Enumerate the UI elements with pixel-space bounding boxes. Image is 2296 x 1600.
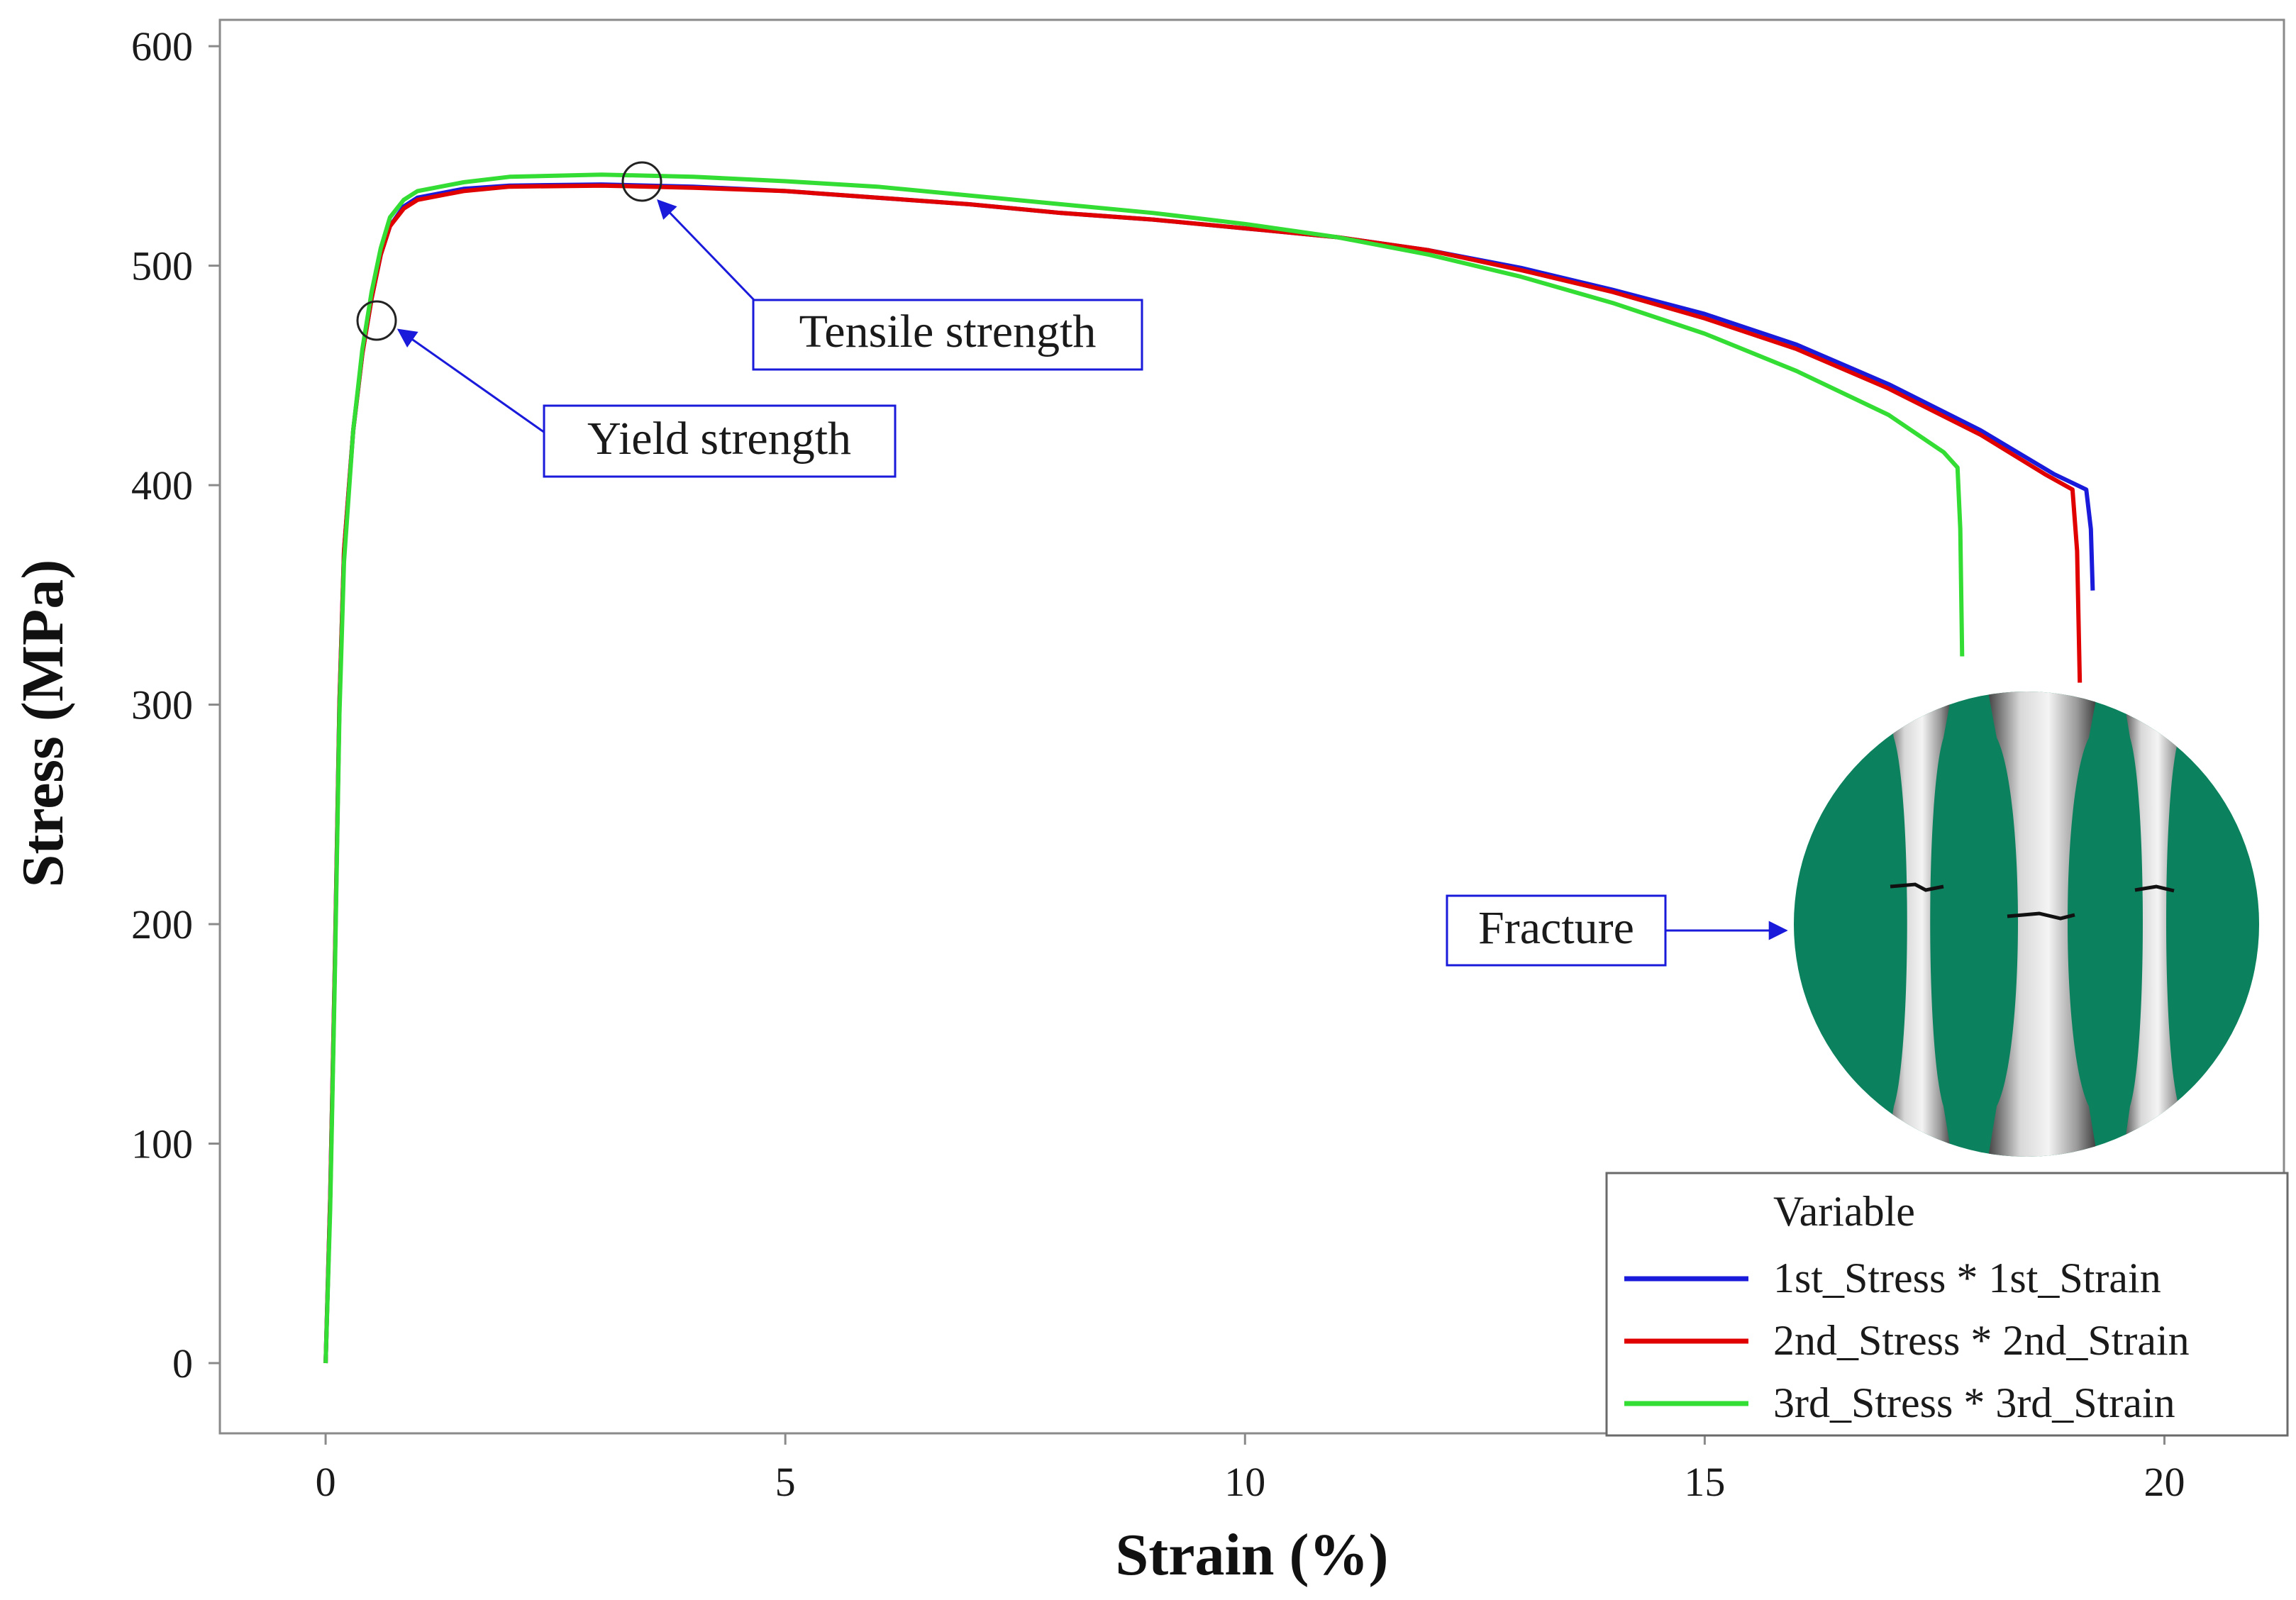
fracture-line-left bbox=[1890, 882, 1944, 892]
x-tick-label: 10 bbox=[1224, 1459, 1265, 1505]
tensile-strength-arrow bbox=[657, 199, 757, 303]
annotation-tensile-strength: Tensile strength bbox=[621, 161, 1143, 371]
legend-entry-3: 3rd_Stress * 3rd_Strain bbox=[1773, 1379, 2175, 1426]
x-tick-label: 20 bbox=[2144, 1459, 2185, 1505]
fracture-photo bbox=[1794, 691, 2259, 1157]
legend-entry-1: 1st_Stress * 1st_Strain bbox=[1773, 1255, 2161, 1301]
legend-box bbox=[1605, 1172, 2289, 1437]
legend-entry-2: 2nd_Stress * 2nd_Strain bbox=[1773, 1317, 2190, 1364]
plot-frame bbox=[218, 18, 2285, 1435]
y-tick-label: 300 bbox=[131, 682, 193, 728]
tensile-strength-marker bbox=[621, 161, 662, 202]
x-axis-ticks: 0 5 10 15 20 bbox=[316, 1433, 2185, 1505]
x-tick-label: 5 bbox=[775, 1459, 796, 1505]
legend: Variable 1st_Stress * 1st_Strain 2nd_Str… bbox=[1605, 1172, 2289, 1437]
yield-strength-label: Yield strength bbox=[587, 413, 851, 465]
yield-strength-label-box bbox=[543, 404, 897, 478]
y-tick-label: 500 bbox=[131, 243, 193, 289]
yield-strength-arrow bbox=[396, 328, 545, 434]
tensile-strength-label-box bbox=[752, 299, 1143, 371]
series-layer bbox=[323, 172, 2095, 1364]
fracture-line-middle bbox=[2007, 911, 2075, 921]
y-tick-label: 600 bbox=[131, 23, 193, 70]
y-tick-label: 200 bbox=[131, 901, 193, 948]
y-tick-label: 100 bbox=[131, 1121, 193, 1167]
y-tick-label: 0 bbox=[172, 1340, 193, 1387]
fracture-label-box bbox=[1446, 894, 1667, 967]
annotation-yield-strength: Yield strength bbox=[356, 300, 897, 478]
fracture-line-right bbox=[2134, 884, 2175, 893]
yield-strength-marker bbox=[356, 300, 397, 341]
x-tick-label: 15 bbox=[1684, 1459, 1725, 1505]
fracture-label: Fracture bbox=[1478, 902, 1634, 954]
annotation-fracture: Fracture bbox=[1446, 894, 1788, 967]
y-axis-ticks: 0 100 200 300 400 500 600 bbox=[131, 23, 220, 1387]
y-tick-label: 400 bbox=[131, 462, 193, 509]
specimen-right bbox=[2121, 691, 2188, 1157]
legend-title: Variable bbox=[1773, 1188, 1915, 1235]
specimen-middle bbox=[1986, 691, 2100, 1157]
y-axis-label: Stress (MPa) bbox=[10, 560, 76, 888]
tensile-strength-label: Tensile strength bbox=[799, 306, 1097, 357]
series-3rd-line bbox=[323, 172, 1965, 1364]
x-axis-label: Strain (%) bbox=[1116, 1522, 1389, 1588]
x-tick-label: 0 bbox=[316, 1459, 336, 1505]
specimen-left bbox=[1883, 691, 1954, 1157]
